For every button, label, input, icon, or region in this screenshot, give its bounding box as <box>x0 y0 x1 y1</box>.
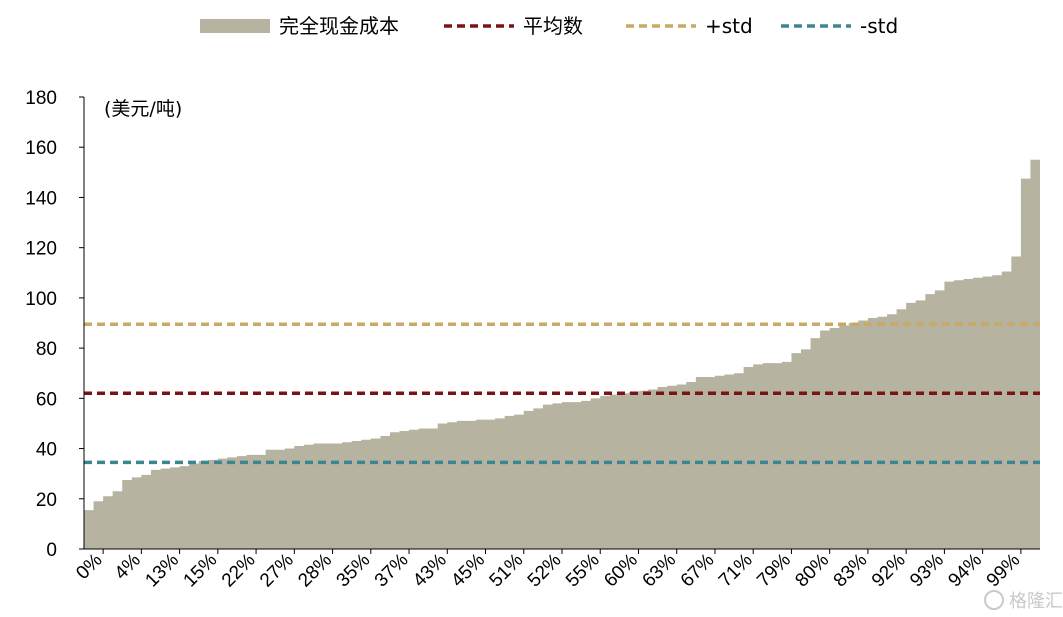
x-tick-label: 51% <box>486 550 528 592</box>
x-tick-label: 94% <box>944 550 986 592</box>
x-tick-label: 99% <box>983 550 1025 592</box>
x-tick-label: 52% <box>524 550 566 592</box>
y-tick-label: 0 <box>46 540 57 561</box>
y-tick-label: 40 <box>36 440 57 461</box>
x-tick-label: 55% <box>562 550 604 592</box>
x-tick-label: 37% <box>371 550 413 592</box>
legend-swatch <box>200 19 270 33</box>
area-series-full-cash-cost <box>84 159 1040 549</box>
x-tick-label: 15% <box>180 550 222 592</box>
y-axis: 0 20 40 60 80 100 120 140 160 180 <box>25 88 85 561</box>
y-tick-label: 80 <box>36 339 57 360</box>
legend: 完全现金成本 平均数 +std -std <box>200 14 898 38</box>
x-tick-label: 28% <box>294 550 336 592</box>
x-tick-label: 83% <box>830 550 872 592</box>
x-tick-label: 60% <box>600 550 642 592</box>
x-tick-label: 13% <box>141 550 183 592</box>
plot-area <box>84 159 1040 549</box>
x-tick-label: 35% <box>333 550 375 592</box>
x-tick-label: 43% <box>409 550 451 592</box>
x-tick-label: 93% <box>906 550 948 592</box>
x-tick-label: 22% <box>218 550 260 592</box>
x-tick-label: 71% <box>715 550 757 592</box>
y-tick-label: 100 <box>25 289 57 310</box>
x-tick-label: 45% <box>447 550 489 592</box>
y-tick-label: 120 <box>25 239 57 260</box>
y-tick-label: 140 <box>25 188 57 209</box>
y-tick-label: 60 <box>36 389 57 410</box>
legend-label: +std <box>705 14 753 38</box>
watermark-label: 格隆汇 <box>1009 591 1063 612</box>
x-tick-label: 63% <box>639 550 681 592</box>
y-tick-label: 20 <box>36 490 57 511</box>
x-tick-label: 92% <box>868 550 910 592</box>
x-axis: 0% 4%13%15%22%27%28%35%37%43%45%51%52%55%… <box>72 548 1040 592</box>
legend-label: -std <box>860 14 898 38</box>
x-tick-label: 67% <box>677 550 719 592</box>
watermark-logo-icon <box>984 590 1004 610</box>
legend-label: 完全现金成本 <box>279 14 399 38</box>
x-tick-label: 0% <box>72 550 106 584</box>
watermark: 格隆汇 <box>984 590 1063 612</box>
y-tick-label: 180 <box>25 88 57 109</box>
x-tick-label: 27% <box>256 550 298 592</box>
x-tick-label: 80% <box>791 550 833 592</box>
x-tick-label: 4% <box>111 550 145 584</box>
y-tick-label: 160 <box>25 138 57 159</box>
legend-label: 平均数 <box>523 14 583 38</box>
x-tick-label: 79% <box>753 550 795 592</box>
y-unit-label: (美元/吨) <box>104 98 182 120</box>
